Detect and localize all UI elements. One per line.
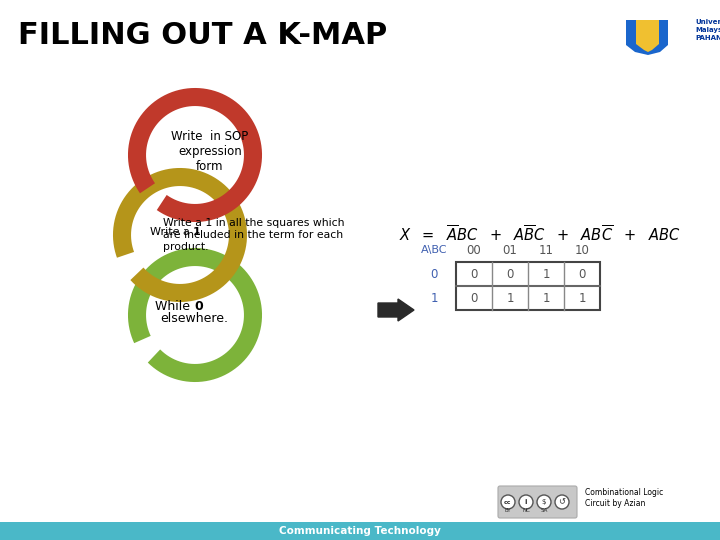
Text: $X\ \ =\ \ \overline{A}BC\ \ +\ \ A\overline{B}C\ \ +\ \ AB\overline{C}\ \ +\ \ : $X\ \ =\ \ \overline{A}BC\ \ +\ \ A\over… bbox=[400, 225, 680, 245]
Text: 1: 1 bbox=[193, 227, 201, 237]
Text: BY: BY bbox=[505, 508, 511, 512]
Text: 0: 0 bbox=[194, 300, 203, 313]
Circle shape bbox=[501, 495, 515, 509]
Text: Combinational Logic
Circuit by Azian: Combinational Logic Circuit by Azian bbox=[585, 488, 663, 508]
Text: 1: 1 bbox=[542, 292, 550, 305]
Text: 0: 0 bbox=[506, 267, 513, 280]
Text: 1: 1 bbox=[431, 292, 438, 305]
Text: elsewhere.: elsewhere. bbox=[160, 312, 228, 325]
Circle shape bbox=[537, 495, 551, 509]
Text: 0: 0 bbox=[431, 267, 438, 280]
Bar bbox=[456, 262, 600, 310]
Text: i: i bbox=[525, 499, 527, 505]
Circle shape bbox=[519, 495, 533, 509]
Text: 00: 00 bbox=[467, 244, 482, 256]
Text: cc: cc bbox=[504, 500, 512, 504]
Text: ↺: ↺ bbox=[559, 497, 565, 507]
Text: 1: 1 bbox=[542, 267, 550, 280]
Bar bbox=[0, 522, 720, 540]
Text: FILLING OUT A K-MAP: FILLING OUT A K-MAP bbox=[18, 21, 387, 50]
Text: 0: 0 bbox=[578, 267, 585, 280]
Text: Write  in SOP
expression
form: Write in SOP expression form bbox=[171, 131, 248, 173]
Text: 0: 0 bbox=[470, 292, 477, 305]
Text: 11: 11 bbox=[539, 244, 554, 256]
Text: A\BC: A\BC bbox=[420, 245, 447, 255]
Text: Communicating Technology: Communicating Technology bbox=[279, 526, 441, 536]
Text: SA: SA bbox=[540, 508, 548, 512]
Circle shape bbox=[555, 495, 569, 509]
Text: 0: 0 bbox=[470, 267, 477, 280]
Text: $: $ bbox=[541, 499, 546, 505]
Text: 01: 01 bbox=[503, 244, 518, 256]
Text: 1: 1 bbox=[506, 292, 514, 305]
Text: NC: NC bbox=[522, 508, 530, 512]
Text: While: While bbox=[155, 300, 194, 313]
FancyBboxPatch shape bbox=[498, 486, 577, 518]
Polygon shape bbox=[626, 20, 668, 55]
Text: Universiti
Malaysia
PAHANG: Universiti Malaysia PAHANG bbox=[695, 19, 720, 40]
Text: 10: 10 bbox=[575, 244, 590, 256]
Text: 1: 1 bbox=[578, 292, 586, 305]
Text: Write a 1 in all the squares which
are included in the term for each
product.: Write a 1 in all the squares which are i… bbox=[163, 218, 344, 252]
Text: Write a: Write a bbox=[150, 227, 193, 237]
FancyArrow shape bbox=[378, 299, 414, 321]
Polygon shape bbox=[636, 20, 659, 52]
